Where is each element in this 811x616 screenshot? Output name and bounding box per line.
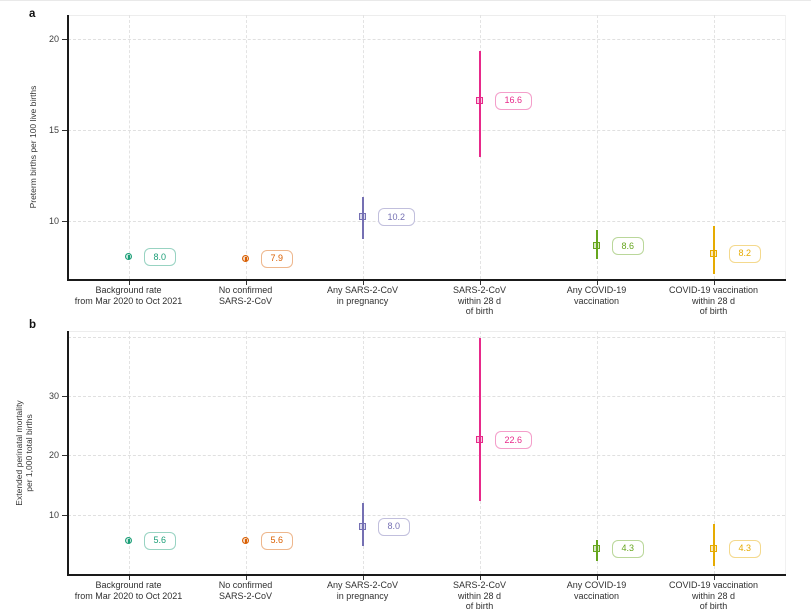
gridline-vertical — [596, 331, 598, 574]
y-tick-label: 30 — [48, 391, 59, 402]
gridline-vertical — [245, 15, 247, 279]
y-tick-label: 20 — [48, 33, 59, 44]
y-axis-line — [67, 331, 69, 575]
x-tick-mark — [245, 575, 247, 580]
gridline-horizontal — [68, 514, 785, 516]
point-marker — [241, 254, 249, 262]
category-label: Background rate from Mar 2020 to Oct 202… — [74, 285, 183, 306]
y-tick-mark — [62, 38, 67, 40]
x-tick-mark — [713, 575, 715, 580]
gridline-horizontal — [68, 396, 785, 398]
x-tick-mark — [596, 280, 598, 285]
category-label: No confirmed SARS-2-CoV — [218, 285, 273, 306]
point-marker — [358, 522, 366, 530]
y-tick-mark — [62, 396, 67, 398]
category-label: Any SARS-2-CoV in pregnancy — [326, 580, 399, 601]
panel-a-letter: a — [29, 8, 36, 20]
y-tick-mark — [62, 129, 67, 131]
value-label: 5.6 — [260, 531, 294, 550]
ci-line — [478, 338, 481, 502]
value-label: 7.9 — [260, 249, 294, 268]
x-tick-mark — [479, 280, 481, 285]
value-label: 22.6 — [494, 431, 533, 450]
category-label: SARS-2-CoV within 28 d of birth — [452, 285, 506, 316]
y-axis-line — [67, 15, 69, 280]
gridline-vertical — [362, 15, 364, 279]
x-axis-line — [67, 574, 786, 576]
gridline-vertical — [713, 331, 715, 574]
value-label: 8.0 — [143, 248, 177, 267]
category-label: Any COVID-19 vaccination — [566, 285, 627, 306]
y-tick-mark — [62, 455, 67, 457]
x-tick-mark — [596, 575, 598, 580]
gridline-vertical — [713, 15, 715, 279]
value-label: 10.2 — [377, 208, 416, 227]
x-tick-mark — [128, 575, 130, 580]
point-marker — [592, 544, 600, 552]
point-marker — [358, 213, 366, 221]
category-label: COVID-19 vaccination within 28 d of birt… — [668, 580, 759, 611]
category-label: COVID-19 vaccination within 28 d of birt… — [668, 285, 759, 316]
value-label: 4.3 — [728, 539, 762, 558]
point-marker — [124, 253, 132, 261]
ci-line — [595, 539, 598, 561]
point-marker — [124, 536, 132, 544]
y-tick-mark — [62, 220, 67, 222]
gridline-horizontal — [68, 455, 785, 457]
value-label: 5.6 — [143, 531, 177, 550]
ci-line — [361, 197, 364, 239]
point-marker — [475, 96, 483, 104]
x-axis-line — [67, 279, 786, 281]
x-tick-mark — [362, 575, 364, 580]
gridline-vertical — [362, 331, 364, 574]
point-marker — [592, 242, 600, 250]
point-marker — [709, 544, 717, 552]
value-label: 8.2 — [728, 244, 762, 263]
point-marker — [709, 249, 717, 257]
category-label: Any COVID-19 vaccination — [566, 580, 627, 601]
x-tick-mark — [362, 280, 364, 285]
value-label: 16.6 — [494, 91, 533, 110]
point-marker — [475, 436, 483, 444]
gridline-vertical — [128, 331, 130, 574]
gridline-horizontal — [68, 38, 785, 40]
y-tick-label: 10 — [48, 509, 59, 520]
category-label: Any SARS-2-CoV in pregnancy — [326, 285, 399, 306]
plot-right-border — [785, 331, 786, 574]
value-label: 8.0 — [377, 517, 411, 536]
y-axis-title: Extended perinatal mortality per 1,000 t… — [14, 399, 34, 506]
value-label: 8.6 — [611, 237, 645, 256]
plot-right-border — [785, 15, 786, 279]
ci-line — [478, 51, 481, 157]
category-label: Background rate from Mar 2020 to Oct 202… — [74, 580, 183, 601]
ci-line — [595, 229, 598, 259]
x-tick-mark — [713, 280, 715, 285]
gridline-horizontal — [68, 129, 785, 131]
y-tick-label: 15 — [48, 124, 59, 135]
plot-top-border — [68, 331, 785, 332]
category-label: No confirmed SARS-2-CoV — [218, 580, 273, 601]
gridline-horizontal — [68, 220, 785, 222]
gridline-horizontal — [68, 336, 785, 338]
panel-b-letter: b — [29, 319, 37, 331]
x-tick-mark — [128, 280, 130, 285]
gridline-vertical — [596, 15, 598, 279]
category-label: SARS-2-CoV within 28 d of birth — [452, 580, 506, 611]
x-tick-mark — [245, 280, 247, 285]
ci-line — [361, 502, 364, 546]
x-tick-mark — [479, 575, 481, 580]
point-marker — [241, 536, 249, 544]
plot-top-border — [68, 15, 785, 16]
y-tick-label: 20 — [48, 450, 59, 461]
gridline-vertical — [245, 331, 247, 574]
value-label: 4.3 — [611, 539, 645, 558]
gridline-vertical — [128, 15, 130, 279]
y-tick-mark — [62, 514, 67, 516]
y-tick-label: 10 — [48, 215, 59, 226]
